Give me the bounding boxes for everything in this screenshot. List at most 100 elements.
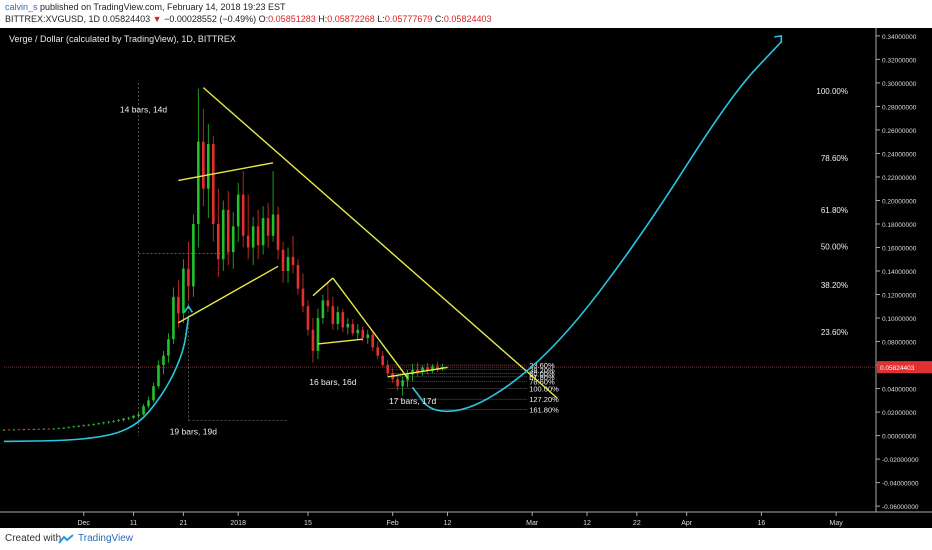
trendline: [178, 162, 274, 182]
fib-level-label: 100.00%: [816, 87, 848, 96]
y-tick-label: 0.16000000: [882, 245, 917, 252]
projection-curve: [411, 41, 782, 413]
candle-body: [216, 223, 220, 260]
candle-body: [286, 256, 290, 271]
y-tick-label: 0.28000000: [882, 104, 917, 111]
footer: Created with TradingView: [0, 528, 932, 550]
candle-body: [341, 312, 345, 328]
candle-body: [311, 329, 315, 351]
candle-body: [431, 366, 434, 371]
candle-body: [197, 141, 200, 224]
chart-area[interactable]: 0.34000000 0.32000000 0.30000000 0.28000000…: [0, 28, 932, 528]
candle-body: [321, 300, 325, 319]
candle-body: [82, 425, 86, 427]
tradingview-logo-icon: [58, 534, 74, 544]
candle-body: [37, 429, 41, 430]
candle-body: [67, 427, 71, 428]
small-fib-label: 161.80%: [529, 406, 559, 415]
candle-body: [401, 380, 404, 387]
x-tick-label: 21: [179, 520, 187, 527]
candle-body: [107, 421, 110, 423]
last-price-tag: [877, 361, 932, 374]
y-tick-label: 0.26000000: [882, 128, 917, 135]
open-label: O:: [258, 14, 269, 24]
small-fib-label: 127.20%: [529, 395, 559, 404]
y-tick-label: -0.04000000: [882, 481, 919, 488]
candle-body: [371, 334, 375, 348]
candle-body: [301, 288, 305, 307]
candle-body: [22, 429, 26, 431]
candle-body: [192, 223, 195, 287]
candle-body: [132, 415, 135, 418]
fib-level-label: 78.60%: [821, 154, 848, 163]
candle-body: [2, 429, 6, 431]
candle-body: [306, 306, 310, 330]
candle-body: [72, 426, 76, 428]
trendline: [317, 338, 363, 345]
candle-body: [117, 419, 120, 421]
y-tick-label: 0.20000000: [882, 198, 917, 205]
candle-body: [92, 424, 95, 425]
arrowhead: [774, 34, 783, 43]
candle-body: [251, 226, 255, 248]
candle-body: [62, 427, 66, 429]
y-tick-label: 0.12000000: [882, 293, 917, 300]
y-tick-label: 0.32000000: [882, 57, 917, 64]
candle-body: [77, 425, 81, 427]
candle-body: [211, 144, 215, 224]
x-tick-label: 16: [757, 520, 765, 527]
y-tick-label: 0.30000000: [882, 81, 917, 88]
bar-count-annotation: 17 bars, 17d: [389, 396, 437, 406]
symbol-line: BITTREX:XVGUSD, 1D 0.05824403 ▼ −0.00028…: [5, 14, 491, 24]
candle-body: [187, 268, 190, 287]
author-link[interactable]: calvin_s: [5, 2, 38, 12]
fib-level-label: 38.20%: [821, 281, 848, 290]
chart-title: Verge / Dollar (calculated by TradingVie…: [9, 34, 236, 44]
x-tick-label: 11: [130, 520, 137, 527]
candle-body: [87, 424, 91, 426]
y-tick-label: -0.06000000: [882, 504, 919, 511]
fib-level-label: 61.80%: [821, 206, 848, 215]
y-tick-label: 0.24000000: [882, 151, 917, 158]
low-value: 0.05777679: [384, 14, 433, 24]
trendline: [312, 277, 334, 297]
x-tick-label: Feb: [387, 520, 399, 527]
x-tick-label: Dec: [77, 520, 90, 527]
small-fib-label: 61.80%: [529, 373, 555, 382]
candle-body: [376, 347, 380, 356]
tradingview-brand[interactable]: TradingView: [78, 533, 134, 544]
y-tick-label: 0.10000000: [882, 316, 917, 323]
small-fib-label: 38.20%: [529, 366, 555, 375]
candle-body: [351, 323, 355, 334]
change-arrow-icon: ▼: [152, 14, 162, 24]
open-value: 0.05851283: [268, 14, 316, 24]
candle-body: [331, 306, 335, 324]
candle-body: [236, 194, 240, 227]
candle-body: [436, 366, 439, 369]
candle-body: [356, 329, 360, 334]
candle-body: [27, 429, 31, 431]
y-tick-label: 0.02000000: [882, 410, 917, 417]
fib-level-label: 50.00%: [821, 242, 848, 251]
candle-body: [57, 428, 61, 430]
x-tick-label: 15: [304, 520, 312, 527]
candle-body: [167, 339, 170, 356]
y-tick-label: 0.00000000: [882, 434, 917, 441]
candle-body: [396, 379, 399, 387]
candle-body: [172, 296, 175, 340]
x-tick-label: Apr: [681, 520, 693, 527]
trendline: [178, 265, 279, 324]
candle-body: [12, 429, 16, 431]
candle-body: [281, 249, 285, 271]
candle-body: [386, 365, 389, 374]
price-chart[interactable]: 0.34000000 0.32000000 0.30000000 0.28000000…: [0, 28, 932, 528]
x-tick-label: 12: [583, 520, 591, 527]
candle-body: [112, 420, 115, 422]
candle-body: [246, 235, 250, 248]
bar-count-annotation: 19 bars, 19d: [170, 426, 218, 436]
candle-body: [361, 329, 365, 339]
candle-body: [411, 369, 414, 375]
candle-body: [97, 423, 100, 425]
candle-body: [147, 400, 150, 407]
trendline: [332, 277, 409, 379]
